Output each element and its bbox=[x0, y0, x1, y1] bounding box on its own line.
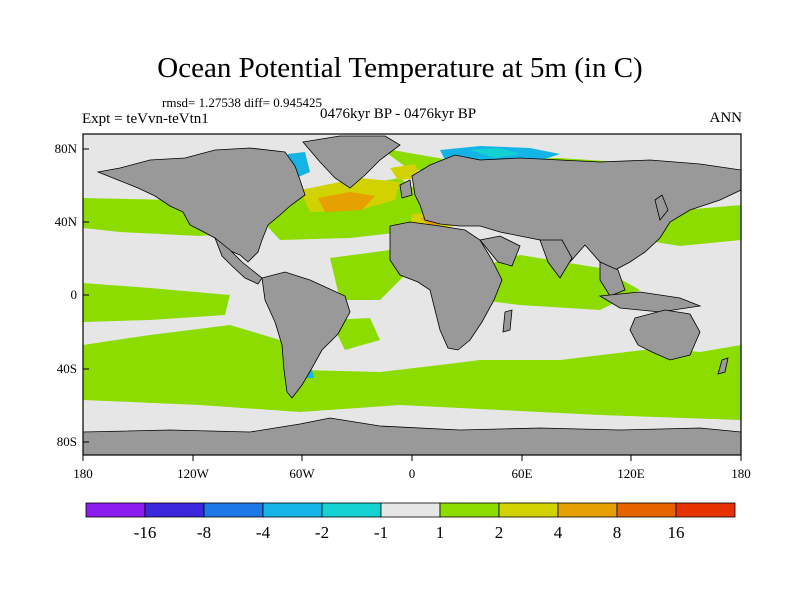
colorbar-box-1 bbox=[85, 502, 146, 518]
land-central-america bbox=[214, 236, 263, 285]
land-southeast-asia bbox=[599, 261, 626, 297]
land-japan bbox=[654, 194, 669, 221]
southern-ocean-band bbox=[83, 325, 741, 420]
colorbar-label: -2 bbox=[315, 523, 329, 542]
colorbar-label: 4 bbox=[554, 523, 563, 542]
lat-tick-label: 40S bbox=[57, 361, 77, 376]
lon-tick-label: 60W bbox=[289, 466, 315, 481]
colorbar-label: 1 bbox=[436, 523, 445, 542]
tropical-atlantic-green bbox=[330, 250, 410, 300]
lon-tick-label: 180 bbox=[73, 466, 93, 481]
colorbar: -16 -8 -4 -2 -1 1 2 4 8 16 bbox=[85, 502, 736, 542]
land-europe-asia bbox=[411, 154, 741, 271]
colorbar-box-7 bbox=[439, 502, 500, 518]
land-uk bbox=[399, 179, 413, 199]
lat-tick-label: 0 bbox=[71, 287, 78, 302]
lon-tick-label: 120W bbox=[177, 466, 210, 481]
colorbar-box-11 bbox=[675, 502, 736, 518]
colorbar-label: -8 bbox=[197, 523, 211, 542]
colorbar-label: 2 bbox=[495, 523, 504, 542]
tropical-pacific-green bbox=[83, 283, 230, 322]
stats-label: rmsd= 1.27538 diff= 0.945425 bbox=[162, 95, 322, 110]
lon-tick-label: 60E bbox=[512, 466, 533, 481]
map-panel bbox=[83, 134, 741, 455]
lon-tick-label: 120E bbox=[617, 466, 645, 481]
land-indonesia bbox=[598, 291, 702, 313]
experiment-label: Expt = teVvn-teVtn1 bbox=[82, 111, 209, 127]
land-layer bbox=[83, 135, 741, 455]
colorbar-label: 8 bbox=[613, 523, 622, 542]
land-madagascar bbox=[502, 309, 513, 333]
land-antarctica bbox=[83, 417, 741, 455]
colorbar-label: -1 bbox=[374, 523, 388, 542]
land-arabia bbox=[479, 235, 521, 267]
land-north-america bbox=[96, 147, 306, 263]
lon-tick-label: 180 bbox=[731, 466, 751, 481]
colorbar-box-6 bbox=[380, 502, 441, 518]
lat-ticks: 80N 40N 0 40S 80S bbox=[55, 141, 89, 449]
colorbar-box-4 bbox=[262, 502, 323, 518]
colorbar-box-10 bbox=[616, 502, 677, 518]
indian-ocean-green bbox=[470, 255, 640, 310]
colorbar-box-2 bbox=[144, 502, 205, 518]
lat-tick-label: 80N bbox=[55, 141, 78, 156]
land-greenland bbox=[302, 135, 401, 189]
map-title: Ocean Potential Temperature at 5m (in C) bbox=[157, 52, 643, 84]
land-australia bbox=[629, 309, 701, 361]
lon-tick-label: 0 bbox=[409, 466, 416, 481]
north-atlantic-orange bbox=[318, 192, 375, 212]
lon-ticks: 180 120W 60W 0 60E 120E 180 bbox=[73, 455, 751, 481]
colorbar-box-3 bbox=[203, 502, 264, 518]
period-label: 0476kyr BP - 0476kyr BP bbox=[320, 106, 477, 122]
land-south-america bbox=[261, 271, 351, 399]
season-label: ANN bbox=[709, 110, 743, 126]
lat-tick-label: 80S bbox=[57, 434, 77, 449]
colorbar-box-8 bbox=[498, 502, 559, 518]
barents-sea-cool-edge bbox=[470, 148, 520, 158]
colorbar-label: -16 bbox=[134, 523, 157, 542]
colorbar-box-5 bbox=[321, 502, 382, 518]
land-india bbox=[539, 239, 573, 279]
land-new-zealand bbox=[717, 357, 729, 375]
colorbar-label: -4 bbox=[256, 523, 271, 542]
land-africa bbox=[389, 221, 503, 351]
lat-tick-label: 40N bbox=[55, 214, 78, 229]
colorbar-box-9 bbox=[557, 502, 618, 518]
colorbar-label: 16 bbox=[668, 523, 685, 542]
